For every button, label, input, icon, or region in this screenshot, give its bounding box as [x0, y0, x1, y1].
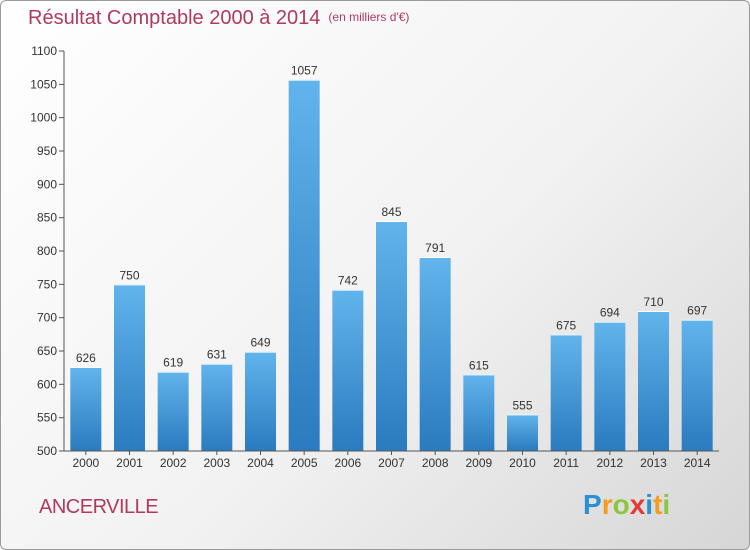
data-label: 555 [512, 398, 532, 412]
y-tick-label: 550 [37, 411, 57, 425]
bar [463, 374, 495, 451]
bar [288, 79, 320, 452]
axes-group: 500 550 600 650 700 750 800 850 900 950 1000 1050 11… [30, 44, 719, 470]
x-tick-label: 2002 [160, 456, 187, 470]
x-tick-label: 2003 [203, 456, 230, 470]
data-label: 619 [163, 356, 183, 370]
y-tick-label: 650 [37, 344, 57, 358]
bar [114, 284, 145, 451]
x-tick-label: 2008 [422, 456, 449, 470]
x-tick-label: 2012 [596, 456, 623, 470]
y-tick-label: 1000 [30, 111, 57, 125]
bar [638, 311, 669, 451]
data-label: 649 [250, 336, 270, 350]
y-tick-label: 750 [37, 277, 57, 291]
bar [332, 289, 364, 451]
x-tick-label: 2007 [378, 456, 405, 470]
y-tick-label: 700 [37, 311, 57, 325]
data-label: 750 [119, 268, 139, 282]
y-tick-label: 500 [37, 444, 57, 458]
data-label: 742 [338, 274, 358, 288]
data-label: 694 [600, 306, 620, 320]
logo-letter: o [612, 489, 630, 520]
y-tick-label: 950 [37, 144, 57, 158]
commune-name: ANCERVILLE [39, 496, 159, 518]
x-tick-label: 2011 [553, 456, 579, 470]
y-tick-label: 600 [37, 377, 57, 391]
bar [376, 221, 407, 451]
y-tick-label: 850 [37, 211, 57, 225]
chart-unit: (en milliers d'€) [328, 10, 410, 24]
bar [681, 319, 713, 451]
x-tick-label: 2006 [334, 456, 361, 470]
data-label: 631 [207, 348, 227, 362]
data-label: 615 [469, 358, 489, 372]
x-tick-label: 2010 [509, 456, 536, 470]
logo-letter: i [645, 489, 654, 520]
data-label: 1057 [291, 64, 318, 78]
logo-letter: x [629, 489, 646, 520]
logo-letter: t [653, 489, 663, 520]
data-label: 675 [556, 318, 576, 332]
y-tick-label: 1100 [31, 44, 57, 58]
data-label: 697 [687, 304, 707, 318]
x-tick-label: 2013 [640, 456, 667, 470]
bar [157, 371, 189, 451]
bar [70, 367, 102, 451]
chart-title: Résultat Comptable 2000 à 2014 (en millie… [28, 7, 409, 30]
x-tick-label: 2009 [465, 456, 492, 470]
data-label: 791 [425, 241, 445, 255]
data-label: 710 [643, 295, 663, 309]
y-tick-label: 900 [37, 177, 57, 191]
data-label: 845 [381, 205, 401, 219]
bar [550, 334, 582, 451]
x-tick-label: 2000 [72, 456, 99, 470]
proxiti-logo: Proxiti [583, 489, 670, 521]
logo-letter: i [662, 489, 671, 520]
data-label: 626 [76, 351, 96, 365]
bar [594, 321, 626, 451]
bars-group: 626 750 619 631 649 1057 742 845 791 615 555 675 694… [70, 64, 713, 452]
chart-title-text: Résultat Comptable 2000 à 2014 [28, 7, 321, 29]
bar [245, 351, 276, 451]
logo-letter: r [601, 489, 613, 520]
x-tick-label: 2001 [116, 456, 143, 470]
y-tick-label: 800 [37, 244, 57, 258]
bar [507, 414, 538, 451]
y-tick-label: 1050 [30, 77, 57, 91]
x-tick-label: 2004 [247, 456, 274, 470]
bar [419, 257, 451, 451]
logo-letter: P [583, 489, 602, 520]
bar [201, 363, 233, 451]
x-tick-label: 2014 [684, 456, 711, 470]
x-tick-label: 2005 [291, 456, 318, 470]
